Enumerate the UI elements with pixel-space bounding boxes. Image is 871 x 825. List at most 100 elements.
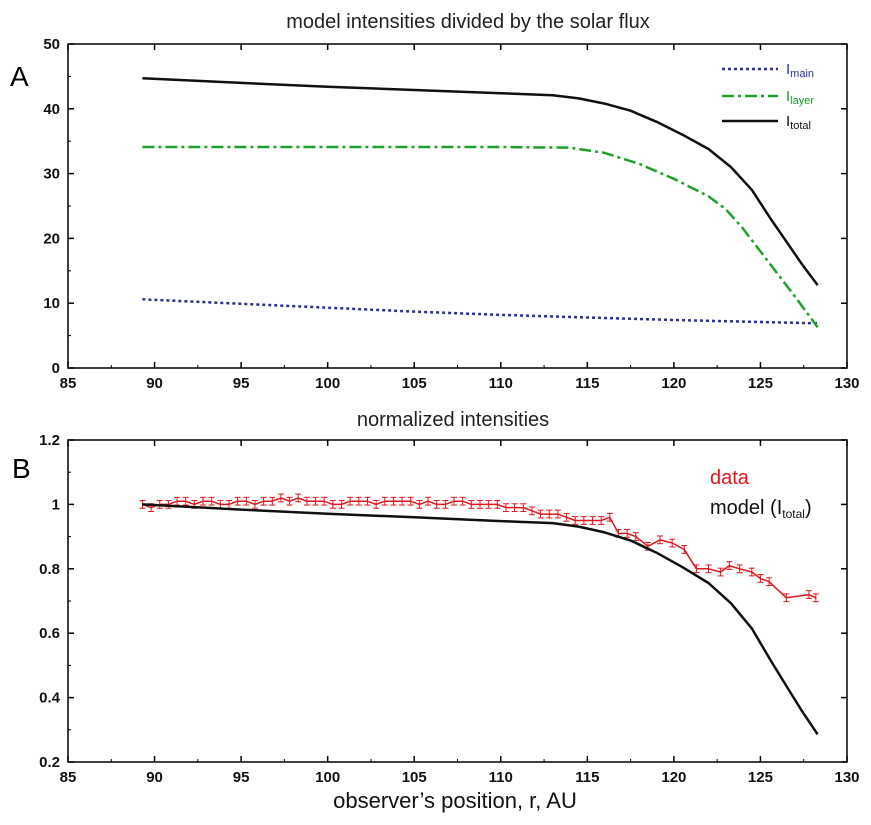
data-point-errorbar xyxy=(563,512,570,522)
data-point-errorbar xyxy=(632,532,639,541)
y-tick-label: 40 xyxy=(43,101,60,118)
panel-b: normalized intensities B 85 90 95 100 105 110… xyxy=(12,409,860,813)
panel-a-letter: A xyxy=(10,61,29,92)
data-point-errorbar xyxy=(468,500,475,509)
data-point-errorbar xyxy=(572,516,579,525)
data-point-errorbar xyxy=(286,496,293,506)
data-point-errorbar xyxy=(347,496,354,506)
data-point-errorbar xyxy=(303,496,310,506)
data-point-errorbar xyxy=(705,564,712,574)
data-point-errorbar xyxy=(451,496,458,506)
data-point-errorbar xyxy=(425,496,432,506)
x-tick-label: 120 xyxy=(661,375,686,392)
data-point-errorbar xyxy=(606,512,613,522)
panel-b-letter: B xyxy=(12,453,31,484)
data-point-errorbar xyxy=(182,496,189,506)
panel-a-legend: Imain Ilayer Itotal xyxy=(722,61,814,132)
data-point-errorbar xyxy=(589,516,596,525)
x-tick-label: 130 xyxy=(834,769,859,786)
data-point-errorbar xyxy=(407,496,414,506)
legend-model-label: model (Itotal) xyxy=(710,497,812,521)
x-tick-label: 110 xyxy=(489,769,513,786)
data-point-errorbar xyxy=(442,500,449,509)
x-tick-label: 105 xyxy=(402,375,427,392)
panel-b-axes: 85 90 95 100 105 110 115 120 125 130 0.2 0.4 0.6 0.8 1… xyxy=(39,432,859,786)
y-tick-label: 0.8 xyxy=(39,561,60,578)
data-point-errorbar xyxy=(502,503,509,512)
data-point-errorbar xyxy=(338,500,345,509)
data-point-errorbar xyxy=(537,509,544,519)
data-point-errorbar xyxy=(477,500,484,509)
x-tick-label: 85 xyxy=(60,769,77,786)
x-tick-label: 115 xyxy=(575,375,599,392)
x-tick-label: 100 xyxy=(315,375,340,392)
data-point-errorbar xyxy=(554,509,561,519)
data-point-errorbar xyxy=(260,496,267,506)
data-point-errorbar xyxy=(373,500,380,509)
data-point-errorbar xyxy=(520,503,527,512)
data-point-errorbar xyxy=(200,496,207,506)
panel-b-title: normalized intensities xyxy=(357,409,549,431)
panel-b-legend: data model (Itotal) xyxy=(710,467,812,521)
data-point-errorbar xyxy=(693,564,700,574)
data-point-errorbar xyxy=(580,516,587,525)
y-tick-label: 0 xyxy=(52,360,60,377)
y-tick-label: 20 xyxy=(43,230,60,247)
x-tick-label: 95 xyxy=(233,375,250,392)
panel-a-axes: 85 90 95 100 105 110 115 120 125 130 0 10 20 30 40 50 xyxy=(43,36,859,392)
series-line-layer xyxy=(142,145,819,328)
data-point-errorbar xyxy=(494,500,501,509)
data-point-errorbar xyxy=(783,593,790,603)
data-point-errorbar xyxy=(681,545,688,554)
y-tick-label: 0.6 xyxy=(39,625,60,642)
y-tick-label: 0.2 xyxy=(39,754,60,771)
data-point-errorbar xyxy=(748,567,755,577)
x-axis-label: observer’s position, r, AU xyxy=(333,788,577,813)
data-point-errorbar xyxy=(355,496,362,506)
data-point-errorbar xyxy=(234,496,241,506)
y-tick-label: 50 xyxy=(43,36,60,53)
x-tick-label: 110 xyxy=(489,375,513,392)
panel-a-series xyxy=(142,77,819,328)
series-line-total xyxy=(142,77,819,286)
data-point-errorbar xyxy=(511,503,518,512)
data-point-errorbar xyxy=(459,496,466,506)
data-point-errorbar xyxy=(416,500,423,509)
data-point-errorbar xyxy=(329,500,336,509)
data-point-errorbar xyxy=(364,496,371,506)
y-tick-label: 1 xyxy=(52,496,60,513)
y-tick-label: 1.2 xyxy=(39,432,60,449)
data-point-errorbar xyxy=(312,496,319,506)
x-tick-label: 130 xyxy=(834,375,859,392)
x-tick-label: 90 xyxy=(146,769,163,786)
y-tick-label: 10 xyxy=(43,295,60,312)
series-line-model xyxy=(142,503,819,735)
panel-a: model intensities divided by the solar f… xyxy=(10,11,860,392)
data-point-errorbar xyxy=(546,509,553,519)
x-tick-label: 125 xyxy=(748,375,773,392)
legend-main-label: Imain xyxy=(786,61,814,80)
data-point-errorbar xyxy=(243,496,250,506)
x-tick-label: 120 xyxy=(661,769,686,786)
data-point-errorbar xyxy=(736,564,743,574)
x-tick-label: 100 xyxy=(315,769,340,786)
data-point-errorbar xyxy=(717,567,724,577)
data-point-errorbar xyxy=(390,496,397,506)
legend-layer-label: Ilayer xyxy=(786,88,814,107)
data-point-errorbar xyxy=(485,500,492,509)
data-point-errorbar xyxy=(669,538,676,548)
x-tick-label: 105 xyxy=(402,769,427,786)
series-line-main xyxy=(142,298,818,325)
legend-total-label: Itotal xyxy=(786,113,811,132)
data-point-errorbar xyxy=(757,574,764,583)
data-point-errorbar xyxy=(726,561,733,570)
data-point-errorbar xyxy=(277,493,284,503)
data-point-errorbar xyxy=(812,593,819,603)
data-point-errorbar xyxy=(657,535,664,545)
x-tick-label: 85 xyxy=(60,375,77,392)
x-tick-label: 115 xyxy=(575,769,599,786)
x-tick-label: 95 xyxy=(233,769,250,786)
data-point-errorbar xyxy=(399,496,406,506)
panel-b-series xyxy=(139,493,819,735)
